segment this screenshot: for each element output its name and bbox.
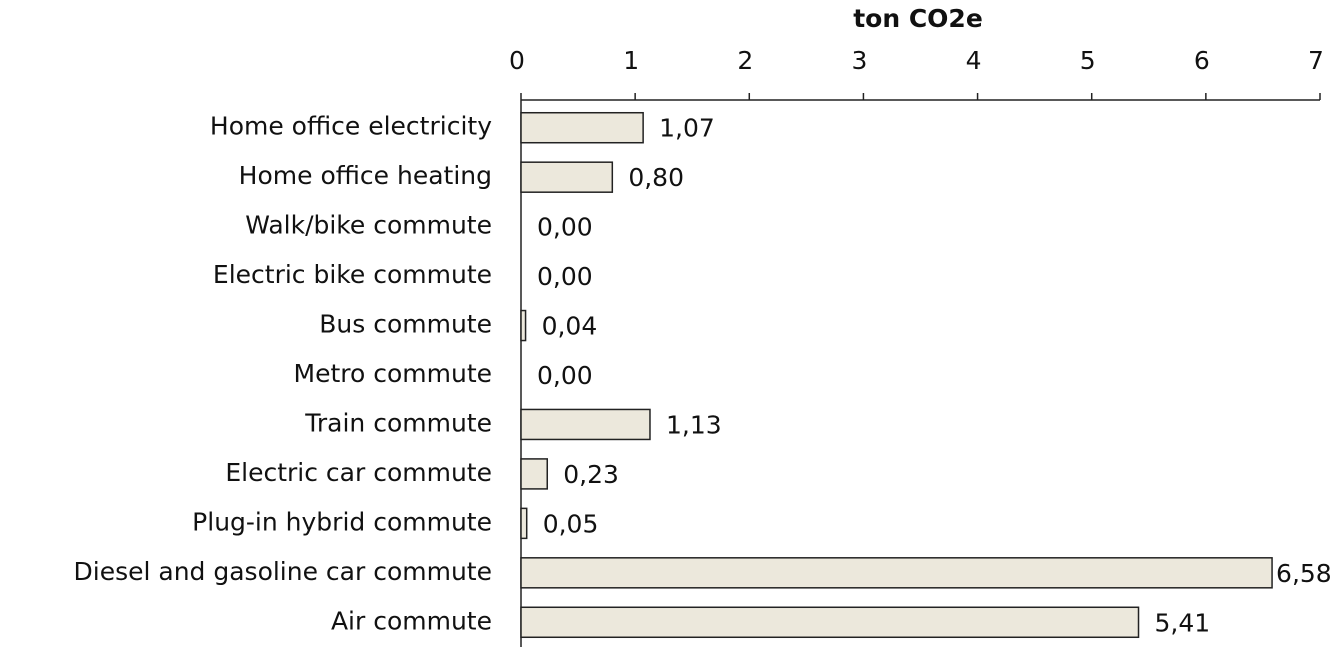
bar	[520, 408, 651, 441]
y-tick-label: Walk/bike commute	[245, 211, 492, 240]
value-label: 5,41	[1155, 608, 1211, 637]
value-label: 1,13	[666, 410, 722, 439]
x-tick-label: 6	[1194, 46, 1210, 75]
y-tick-label: Home office heating	[239, 161, 492, 190]
bar	[520, 507, 528, 540]
y-tick-label: Diesel and gasoline car commute	[74, 557, 493, 586]
value-label: 0,00	[537, 213, 593, 242]
y-tick-label: Plug-in hybrid commute	[192, 507, 492, 536]
bar	[520, 606, 1140, 639]
x-tick-label: 0	[509, 46, 525, 75]
y-tick-label: Air commute	[331, 606, 492, 635]
x-axis-title: ton CO2e	[853, 4, 983, 33]
x-tick-label: 3	[851, 46, 867, 75]
x-tick-label: 1	[623, 46, 639, 75]
value-label: 0,04	[542, 312, 598, 341]
bar	[520, 458, 549, 490]
x-tick-label: 7	[1308, 46, 1324, 75]
value-label: 0,23	[563, 460, 619, 489]
y-tick-label: Electric bike commute	[213, 260, 492, 289]
x-tick-label: 2	[737, 46, 753, 75]
bar	[520, 309, 527, 342]
y-tick-label: Bus commute	[319, 310, 492, 339]
bar	[520, 111, 644, 144]
bar	[520, 557, 1273, 589]
value-label: 6,58	[1276, 559, 1332, 588]
value-label: 0,80	[628, 163, 684, 192]
value-label: 0,00	[537, 262, 593, 291]
x-tick-label: 5	[1080, 46, 1096, 75]
value-label: 1,07	[659, 114, 715, 143]
value-label: 0,00	[537, 361, 593, 390]
x-tick-label: 4	[966, 46, 982, 75]
y-tick-label: Metro commute	[294, 359, 493, 388]
y-tick-label: Train commute	[304, 408, 492, 437]
y-tick-label: Electric car commute	[225, 458, 492, 487]
y-tick-label: Home office electricity	[210, 112, 492, 141]
bar	[520, 161, 614, 193]
value-label: 0,05	[543, 509, 599, 538]
